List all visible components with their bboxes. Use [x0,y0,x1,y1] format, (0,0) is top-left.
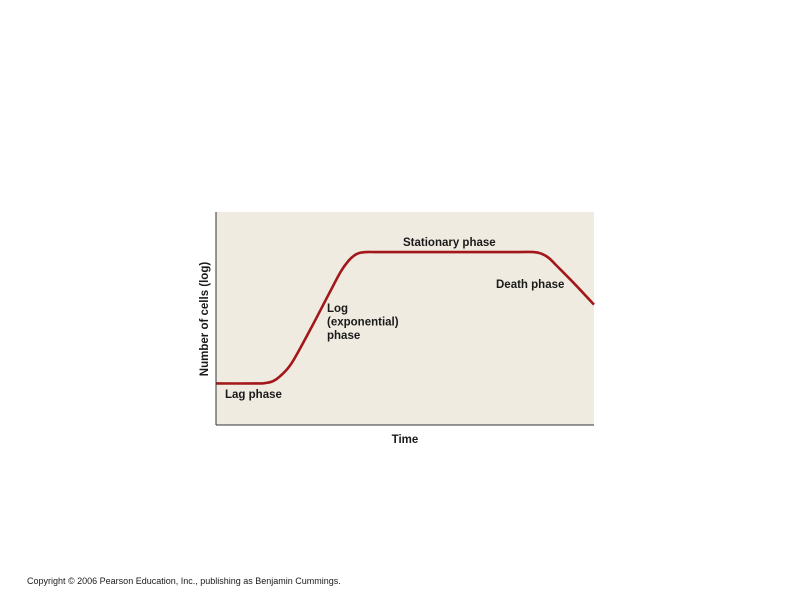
death-phase-label: Death phase [496,279,564,291]
lag-phase-label: Lag phase [225,389,282,401]
log-phase-label: Log (exponential) phase [327,303,402,342]
stationary-phase-label: Stationary phase [403,237,496,249]
plot-area-background [216,212,594,425]
copyright-notice: Copyright © 2006 Pearson Education, Inc.… [27,576,341,586]
growth-curve-line [215,250,595,385]
x-axis-title: Time [392,434,419,446]
y-axis-title: Number of cells (log) [199,262,211,377]
